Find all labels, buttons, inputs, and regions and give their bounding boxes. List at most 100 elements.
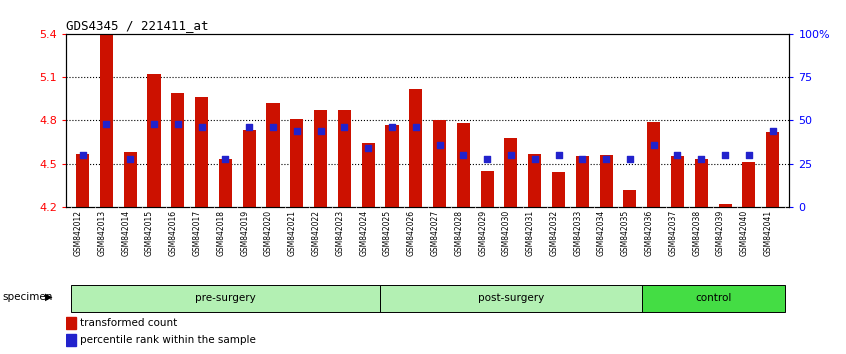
- Point: [624, 156, 637, 161]
- Text: GSM842023: GSM842023: [335, 210, 344, 256]
- Text: GSM842034: GSM842034: [597, 210, 606, 256]
- Point: [552, 152, 565, 158]
- Point: [504, 152, 518, 158]
- Bar: [386, 125, 398, 207]
- Text: control: control: [695, 293, 731, 303]
- Text: GSM842022: GSM842022: [311, 210, 321, 256]
- Bar: [576, 156, 589, 207]
- Point: [100, 121, 113, 127]
- Text: GSM842024: GSM842024: [360, 210, 368, 256]
- Point: [766, 128, 779, 133]
- Bar: [504, 138, 518, 207]
- Bar: [647, 122, 660, 207]
- Bar: [433, 120, 446, 207]
- Point: [575, 156, 589, 161]
- Point: [147, 121, 161, 127]
- Text: GSM842033: GSM842033: [574, 210, 582, 256]
- Text: percentile rank within the sample: percentile rank within the sample: [80, 335, 255, 345]
- Point: [647, 142, 661, 148]
- Bar: [243, 131, 255, 207]
- Bar: [742, 162, 755, 207]
- Bar: [457, 123, 470, 207]
- Point: [243, 125, 256, 130]
- Text: GSM842027: GSM842027: [431, 210, 440, 256]
- Text: GSM842029: GSM842029: [478, 210, 487, 256]
- Point: [481, 156, 494, 161]
- Point: [218, 156, 232, 161]
- Text: GSM842018: GSM842018: [217, 210, 225, 256]
- Point: [171, 121, 184, 127]
- Bar: [290, 119, 304, 207]
- FancyBboxPatch shape: [380, 285, 642, 312]
- Text: GSM842017: GSM842017: [193, 210, 201, 256]
- Bar: [718, 204, 732, 207]
- Bar: [195, 97, 208, 207]
- Point: [528, 156, 541, 161]
- Bar: [552, 172, 565, 207]
- Text: GSM842031: GSM842031: [525, 210, 535, 256]
- Text: GSM842014: GSM842014: [121, 210, 130, 256]
- Bar: [361, 143, 375, 207]
- Text: GSM842037: GSM842037: [668, 210, 678, 256]
- Point: [76, 152, 90, 158]
- Point: [338, 125, 351, 130]
- Text: GSM842015: GSM842015: [145, 210, 154, 256]
- Text: GSM842041: GSM842041: [764, 210, 772, 256]
- Point: [718, 152, 732, 158]
- Text: GSM842038: GSM842038: [692, 210, 701, 256]
- Point: [195, 125, 208, 130]
- Text: GSM842025: GSM842025: [383, 210, 392, 256]
- Bar: [695, 159, 708, 207]
- Text: GSM842021: GSM842021: [288, 210, 297, 256]
- Bar: [76, 154, 89, 207]
- Text: GSM842028: GSM842028: [454, 210, 464, 256]
- Point: [457, 152, 470, 158]
- Text: GDS4345 / 221411_at: GDS4345 / 221411_at: [66, 19, 208, 33]
- Bar: [66, 335, 76, 346]
- Text: GSM842016: GSM842016: [169, 210, 178, 256]
- Point: [599, 156, 613, 161]
- Bar: [481, 171, 494, 207]
- Text: ▶: ▶: [45, 292, 52, 302]
- Text: GSM842040: GSM842040: [740, 210, 749, 256]
- Text: transformed count: transformed count: [80, 318, 177, 328]
- Bar: [600, 155, 613, 207]
- Bar: [766, 132, 779, 207]
- FancyBboxPatch shape: [642, 285, 784, 312]
- Point: [671, 152, 684, 158]
- Point: [433, 142, 447, 148]
- Point: [742, 152, 755, 158]
- Point: [409, 125, 422, 130]
- Bar: [266, 103, 279, 207]
- Point: [385, 125, 398, 130]
- Text: specimen: specimen: [3, 292, 53, 302]
- Text: GSM842032: GSM842032: [550, 210, 558, 256]
- Bar: [100, 34, 113, 207]
- FancyBboxPatch shape: [71, 285, 380, 312]
- Bar: [338, 110, 351, 207]
- Text: GSM842030: GSM842030: [502, 210, 511, 256]
- Bar: [314, 110, 327, 207]
- Point: [695, 156, 708, 161]
- Point: [314, 128, 327, 133]
- Text: GSM842012: GSM842012: [74, 210, 83, 256]
- Point: [361, 145, 375, 151]
- Text: GSM842035: GSM842035: [621, 210, 630, 256]
- Bar: [528, 154, 541, 207]
- Point: [290, 128, 304, 133]
- Bar: [147, 74, 161, 207]
- Text: post-surgery: post-surgery: [478, 293, 544, 303]
- Bar: [624, 190, 636, 207]
- Text: GSM842036: GSM842036: [645, 210, 654, 256]
- Point: [266, 125, 280, 130]
- Bar: [66, 317, 76, 329]
- Bar: [409, 88, 422, 207]
- Bar: [671, 156, 684, 207]
- Point: [124, 156, 137, 161]
- Bar: [219, 159, 232, 207]
- Text: GSM842039: GSM842039: [716, 210, 725, 256]
- Text: GSM842020: GSM842020: [264, 210, 273, 256]
- Text: pre-surgery: pre-surgery: [195, 293, 255, 303]
- Text: GSM842013: GSM842013: [97, 210, 107, 256]
- Text: GSM842026: GSM842026: [407, 210, 415, 256]
